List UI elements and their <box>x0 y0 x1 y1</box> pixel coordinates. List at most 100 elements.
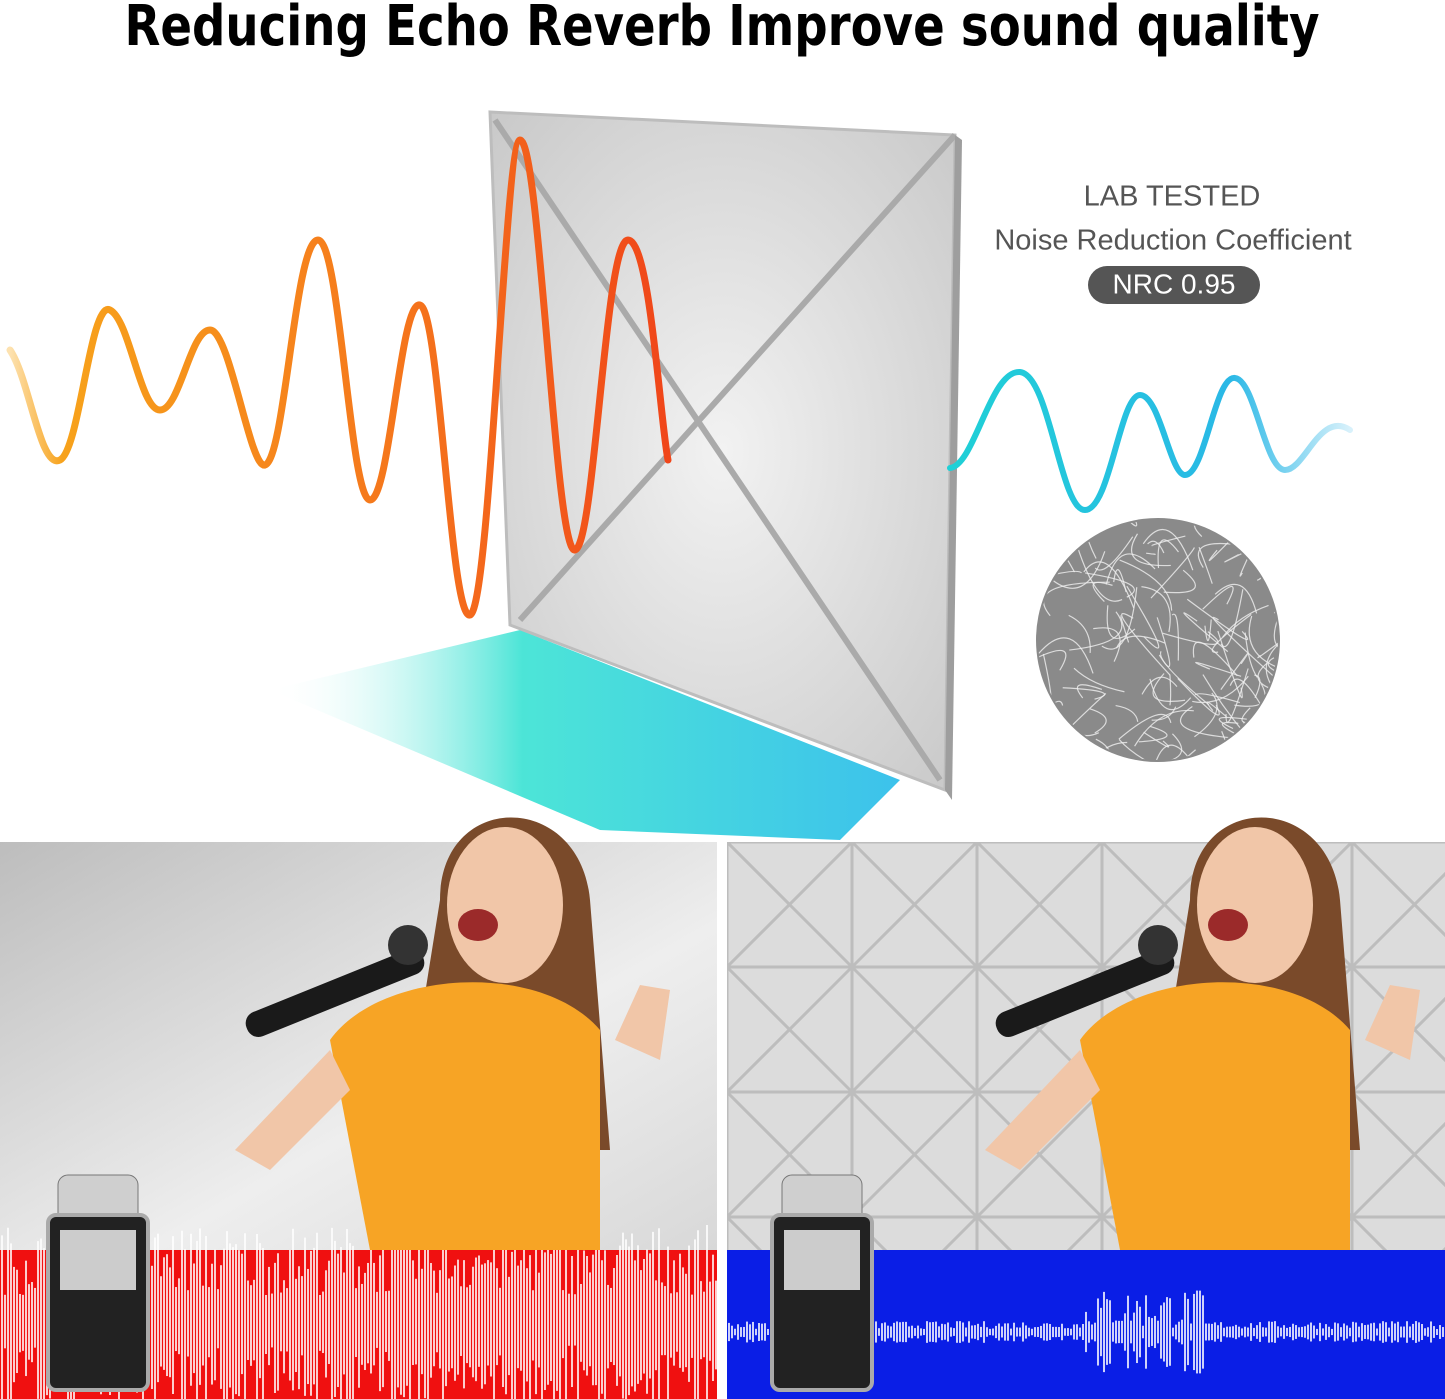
fiber <box>1214 583 1258 614</box>
fiber <box>1180 705 1242 740</box>
fiber <box>1038 544 1048 582</box>
wall-groove <box>1350 1215 1390 1252</box>
fiber <box>1052 537 1075 550</box>
fiber <box>1279 517 1306 565</box>
fiber <box>1257 520 1275 526</box>
wall-groove <box>1350 996 1445 1094</box>
incoming-sound-wave <box>6 136 672 619</box>
fiber <box>1162 631 1219 645</box>
floor-reflection <box>270 630 900 840</box>
fiber <box>1038 570 1082 582</box>
shirt <box>1080 982 1350 1250</box>
wall-tile <box>850 1215 979 1252</box>
wall-groove <box>975 1215 1015 1252</box>
fiber <box>1284 590 1296 612</box>
recorder-screen <box>784 1230 860 1290</box>
fiber <box>1038 737 1071 760</box>
fiber <box>1093 627 1121 662</box>
rating: NRC 0.95 <box>1113 268 1236 299</box>
fiber <box>1038 525 1066 561</box>
fiber <box>1049 551 1106 589</box>
fiber <box>1149 678 1192 710</box>
fiber <box>1208 520 1273 561</box>
fiber <box>1098 494 1151 512</box>
fiber <box>1126 585 1160 649</box>
mic-head <box>388 925 428 965</box>
fiber <box>1157 749 1196 760</box>
wall-groove <box>1064 1215 1104 1252</box>
wall-groove <box>975 1090 1104 1219</box>
wall-groove <box>1350 1121 1445 1219</box>
fiber <box>1147 540 1165 554</box>
arm <box>985 1050 1100 1170</box>
badge-line: Noise Reduction Coefficient <box>994 225 1351 257</box>
wall-tile <box>975 1215 1104 1252</box>
mouth <box>458 909 498 941</box>
fiber <box>1198 546 1213 584</box>
fiber <box>1089 708 1107 734</box>
fiber <box>1138 725 1168 743</box>
fiber <box>1193 520 1243 537</box>
wall-groove <box>850 842 979 969</box>
fiber <box>1143 731 1170 748</box>
fiber <box>1259 724 1278 751</box>
fiber <box>1118 739 1174 760</box>
fiber <box>1195 661 1242 677</box>
fiber <box>1222 604 1269 638</box>
fiber <box>1076 545 1123 602</box>
fiber <box>1218 716 1247 730</box>
reduced-sound-wave <box>947 369 1353 514</box>
fiber <box>1141 676 1178 695</box>
fiber <box>1038 520 1071 541</box>
fiber <box>1197 543 1235 568</box>
fiber <box>1277 652 1278 682</box>
microphone <box>245 948 425 1038</box>
mouth <box>1208 909 1248 941</box>
fiber <box>1271 520 1278 530</box>
fiber <box>1115 704 1139 722</box>
arm <box>235 1050 350 1170</box>
shirt <box>330 982 600 1250</box>
fiber <box>1159 651 1210 706</box>
fiber <box>1183 612 1229 653</box>
fiber <box>1259 714 1278 754</box>
fiber <box>1163 569 1196 594</box>
hand <box>1365 985 1420 1060</box>
fiber <box>1157 539 1179 569</box>
fiber <box>1262 521 1278 576</box>
title: Reducing Echo Reverb Improve sound quali… <box>125 0 1320 59</box>
fiber <box>1119 733 1183 760</box>
fiber <box>1038 637 1094 674</box>
fiber <box>1273 592 1278 652</box>
fiber <box>1066 527 1082 537</box>
wall-groove <box>727 965 854 1094</box>
fiber <box>1069 611 1123 651</box>
fiber <box>1083 561 1135 609</box>
fiber <box>1220 589 1244 648</box>
fiber <box>1073 667 1125 693</box>
face <box>1197 827 1313 983</box>
fiber <box>1068 614 1091 653</box>
badge-line: LAB TESTED <box>1084 181 1261 213</box>
fiber <box>1146 552 1156 555</box>
fiber <box>1228 520 1278 530</box>
wall-groove <box>727 1215 765 1252</box>
fiber <box>1062 687 1106 700</box>
fiber <box>1038 553 1045 594</box>
face <box>447 827 563 983</box>
fiber <box>1038 536 1062 571</box>
fiber <box>1141 586 1171 633</box>
fiber <box>1192 641 1238 677</box>
fiber <box>1248 615 1278 670</box>
fiber <box>1239 527 1278 538</box>
fiber <box>1269 688 1278 739</box>
wall-tile <box>1350 1215 1445 1252</box>
fiber <box>1220 652 1249 690</box>
fiber <box>1091 759 1112 760</box>
wall-groove <box>727 842 854 969</box>
fiber <box>1244 632 1258 678</box>
fiber <box>1152 673 1186 702</box>
fiber <box>1038 738 1058 754</box>
